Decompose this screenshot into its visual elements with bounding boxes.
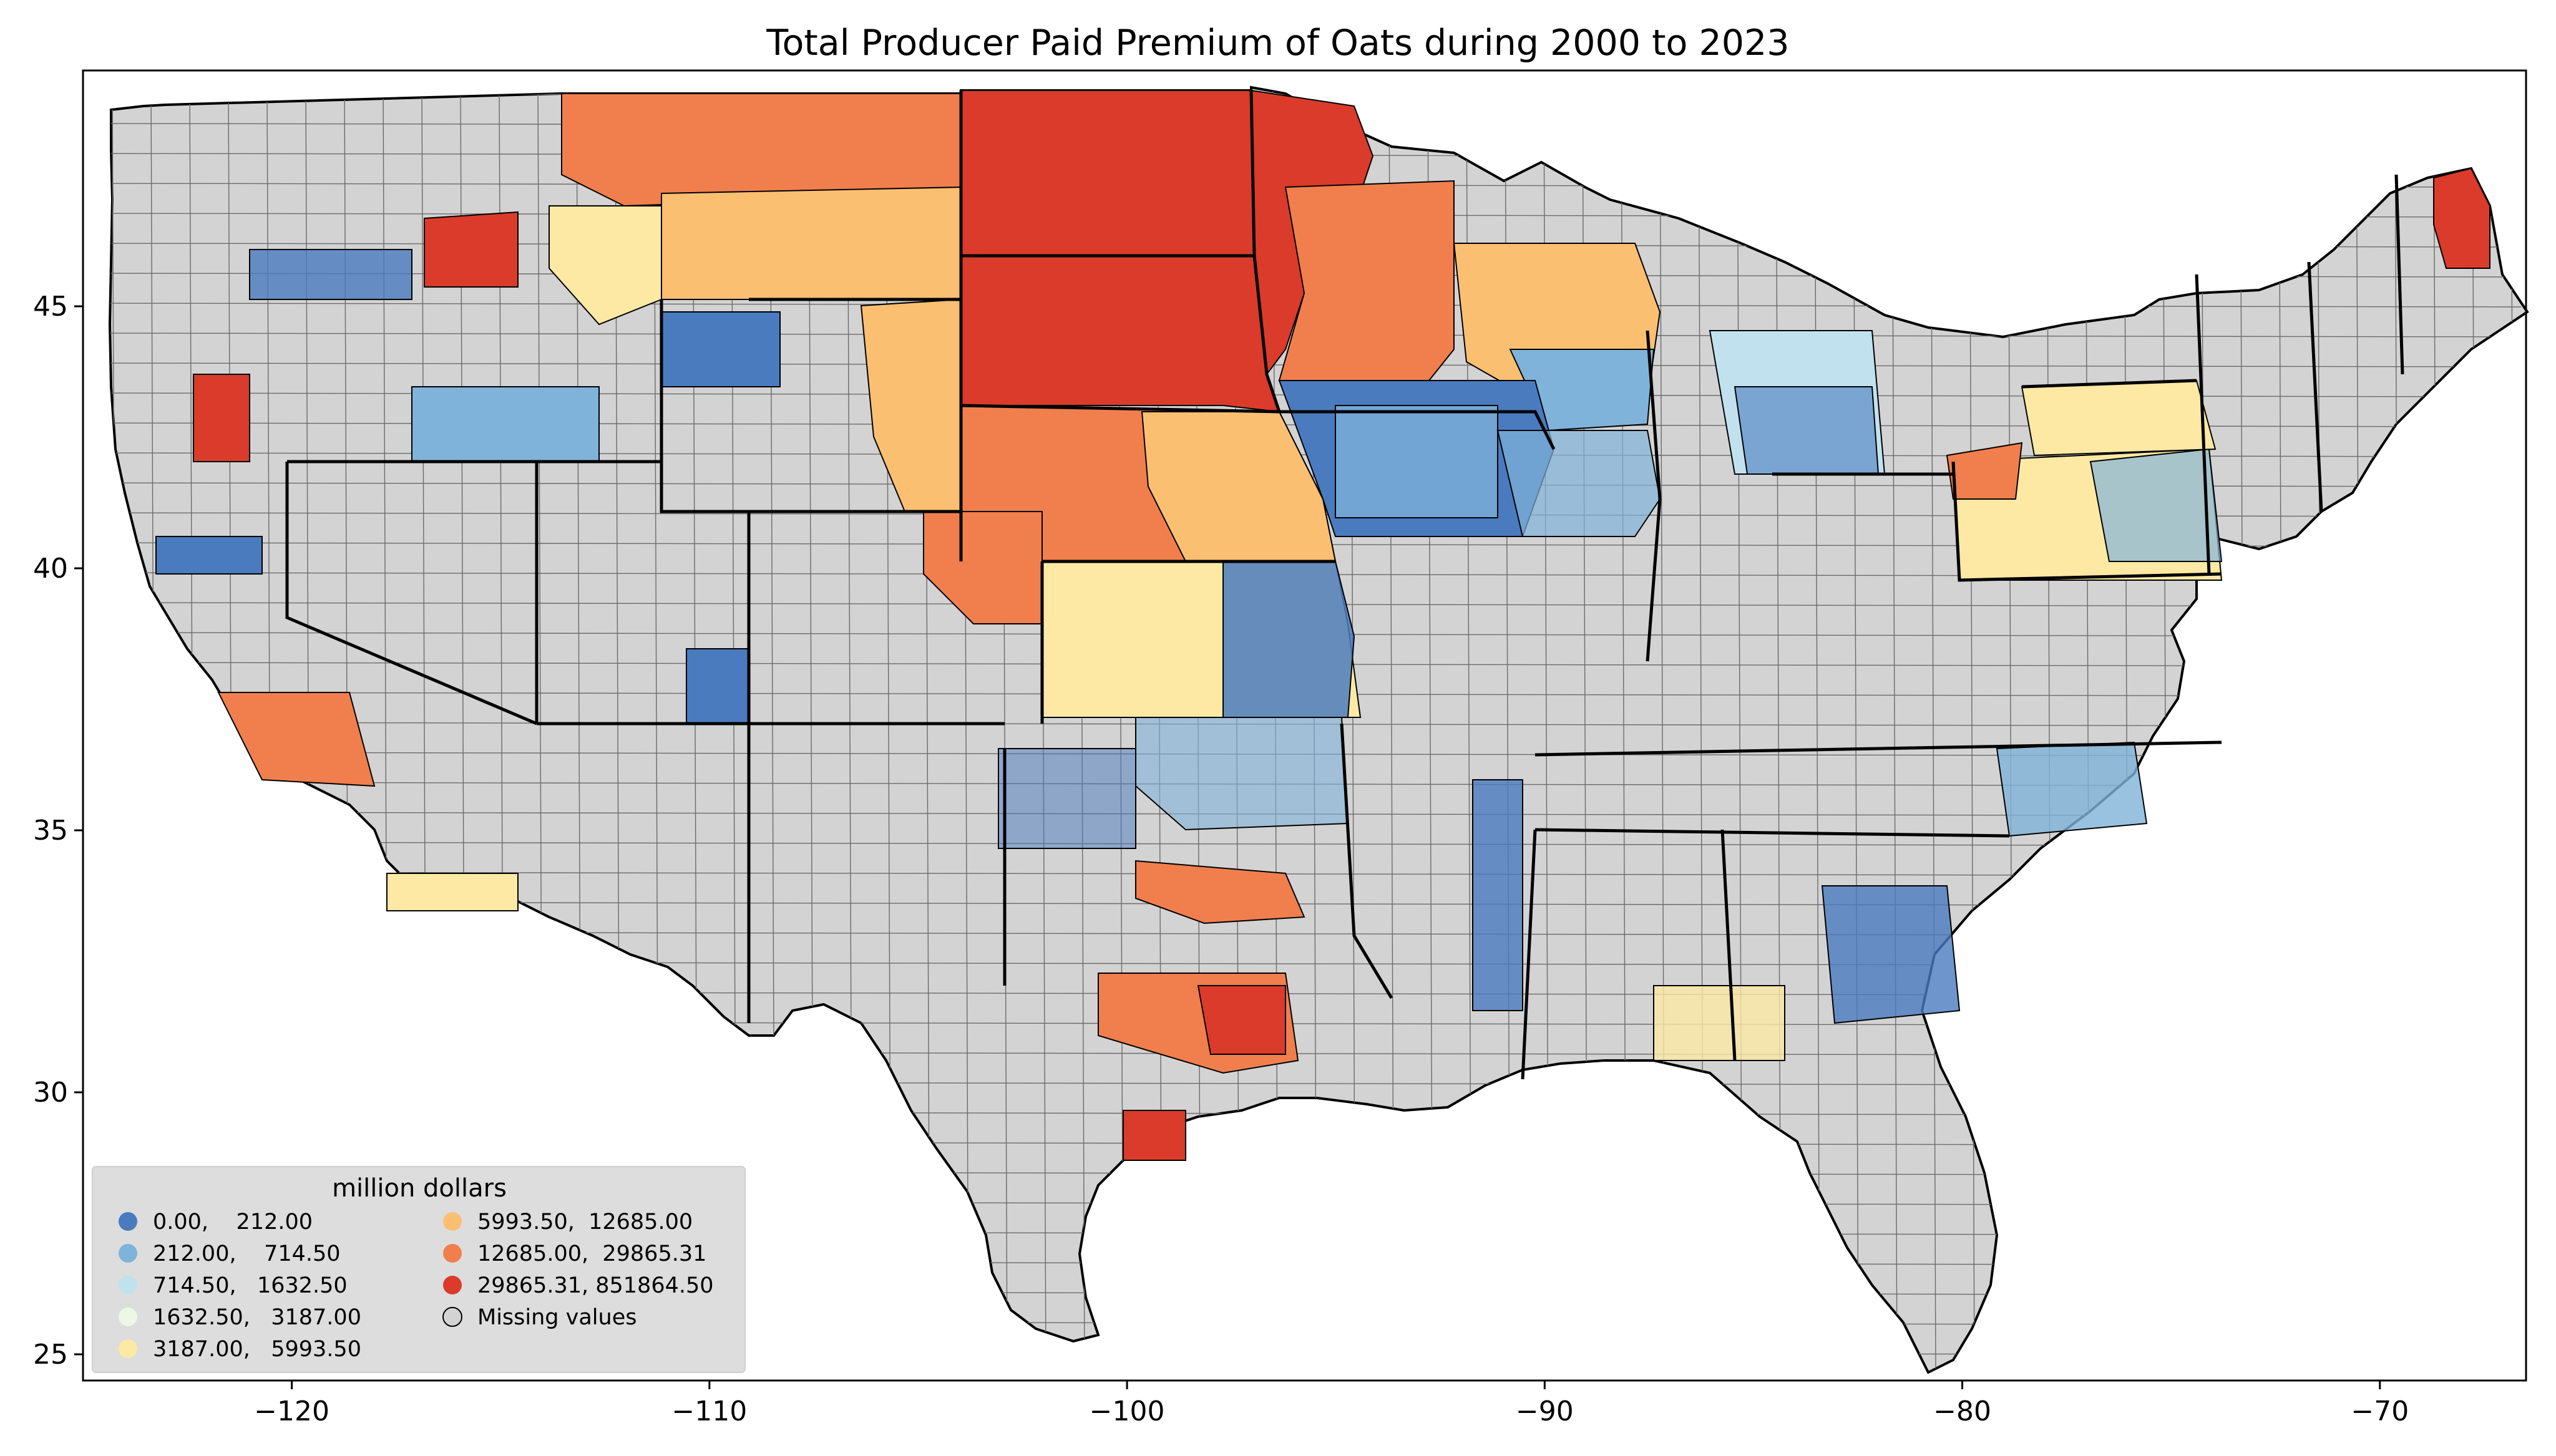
legend-label: 212.00, 714.50 (153, 1241, 341, 1266)
region-wyoming-blue (661, 311, 781, 387)
region-texas-south (1123, 1110, 1186, 1161)
region-mississippi-river (1472, 779, 1523, 1011)
legend-marker (443, 1276, 462, 1294)
legend-marker (442, 1307, 462, 1327)
y-axis-ticks: 25 30 35 40 45 (33, 291, 83, 1371)
y-tick-label: 35 (33, 815, 68, 847)
region-california (217, 692, 376, 787)
y-tick-label: 45 (33, 291, 68, 323)
region-iowa-light (1335, 405, 1498, 518)
region-north-carolina (1996, 741, 2148, 837)
legend-marker (119, 1244, 137, 1263)
plot-frame (82, 69, 2527, 1382)
region-pennsylvania-blue (2089, 448, 2223, 562)
legend-label: 12685.00, 29865.31 (477, 1241, 706, 1266)
region-minnesota (1278, 180, 1455, 381)
region-california-south (386, 873, 519, 911)
region-alabama-south (1653, 985, 1785, 1061)
legend-label: 29865.31, 851864.50 (477, 1273, 714, 1298)
legend-label: 3187.00, 5993.50 (153, 1337, 361, 1362)
legend-label: 1632.50, 3187.00 (153, 1305, 361, 1330)
legend-box (92, 1166, 746, 1373)
region-georgia (1821, 885, 1961, 1024)
legend-label: 0.00, 212.00 (153, 1210, 313, 1235)
region-illinois (1496, 430, 1661, 537)
state-boundaries (285, 90, 2404, 1080)
legend-marker (119, 1339, 137, 1358)
region-ohio-erie (1946, 442, 2023, 500)
x-axis-ticks: −120 −110 −100 −90 −80 −70 (254, 1381, 2409, 1427)
region-maine (2433, 167, 2490, 269)
x-tick-label: −90 (1516, 1395, 1574, 1427)
region-idaho-north (424, 211, 519, 288)
legend-marker (119, 1212, 137, 1231)
legend-label: 5993.50, 12685.00 (477, 1210, 693, 1235)
x-tick-label: −70 (2351, 1395, 2409, 1427)
legend-marker (443, 1244, 462, 1263)
region-michigan-south (1734, 386, 1880, 475)
region-montana-mid (661, 186, 962, 300)
chart-title: Total Producer Paid Premium of Oats duri… (766, 22, 1789, 64)
region-california-north (155, 536, 263, 575)
region-montana-sw (549, 205, 662, 326)
region-oregon (193, 374, 250, 462)
x-tick-label: −110 (671, 1395, 747, 1427)
region-idaho-south (411, 386, 600, 462)
region-texas-hotspot (1197, 985, 1286, 1055)
region-colorado-ne (923, 511, 1043, 624)
region-texas-panhandle (998, 748, 1136, 849)
region-colorado-blue (686, 648, 749, 724)
legend-title: million dollars (332, 1174, 507, 1203)
region-new-york (2021, 379, 2217, 457)
region-kansas-east (1222, 561, 1355, 718)
legend-label: 714.50, 1632.50 (153, 1273, 348, 1298)
x-tick-label: −120 (254, 1395, 329, 1427)
plot-area: million dollars 0.00, 212.00 212.00, 714.… (82, 69, 2529, 1382)
legend-label: Missing values (477, 1305, 637, 1330)
region-south-dakota (960, 255, 1280, 413)
x-tick-label: −80 (1933, 1395, 1991, 1427)
legend-marker (119, 1276, 137, 1294)
y-tick-label: 40 (33, 553, 68, 585)
region-washington (249, 249, 412, 300)
y-tick-label: 25 (33, 1339, 68, 1371)
x-tick-label: −100 (1090, 1395, 1165, 1427)
region-north-dakota (960, 90, 1256, 256)
legend-marker (443, 1212, 462, 1231)
region-oklahoma (1135, 717, 1349, 831)
y-tick-label: 30 (33, 1077, 68, 1109)
region-texas-north (1135, 860, 1305, 925)
legend-marker (119, 1308, 137, 1326)
legend: million dollars 0.00, 212.00 212.00, 714.… (92, 1166, 746, 1373)
